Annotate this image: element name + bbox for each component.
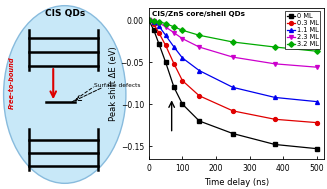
1.1 ML [157,25,161,27]
2.3 ML [147,19,151,21]
0 ML [181,103,184,105]
2.3 ML [273,63,277,65]
2.3 ML [164,26,167,28]
0.3 ML [164,44,167,46]
Line: 3.2 ML: 3.2 ML [147,18,319,53]
2.3 ML [315,66,319,68]
1.1 ML [197,69,201,72]
0 ML [147,19,151,21]
0.3 ML [157,32,161,34]
0.3 ML [231,110,235,112]
3.2 ML [172,26,176,28]
1.1 ML [273,96,277,99]
Ellipse shape [4,6,126,183]
Y-axis label: Peak shift ΔE (eV): Peak shift ΔE (eV) [109,46,118,121]
3.2 ML [157,21,161,23]
Text: Surface defects: Surface defects [94,83,140,88]
Line: 0 ML: 0 ML [147,18,319,151]
3.2 ML [164,22,167,25]
Line: 1.1 ML: 1.1 ML [147,18,319,104]
0 ML [197,120,201,122]
X-axis label: Time delay (ns): Time delay (ns) [204,178,269,187]
Text: CIS QDs: CIS QDs [44,9,85,19]
0 ML [157,43,161,45]
0.3 ML [273,118,277,120]
0 ML [152,29,156,31]
2.3 ML [157,22,161,24]
3.2 ML [147,19,151,21]
1.1 ML [147,19,151,21]
0 ML [273,143,277,146]
2.3 ML [152,20,156,22]
0.3 ML [152,23,156,26]
3.2 ML [197,34,201,36]
0.3 ML [181,80,184,82]
1.1 ML [152,21,156,23]
Text: CIS/ZnS core/shell QDs: CIS/ZnS core/shell QDs [152,11,245,17]
2.3 ML [172,32,176,34]
2.3 ML [231,56,235,58]
Text: Free-to-bound: Free-to-bound [9,57,14,109]
3.2 ML [273,46,277,48]
1.1 ML [164,34,167,36]
0.3 ML [172,63,176,65]
Legend: 0 ML, 0.3 ML, 1.1 ML, 2.3 ML, 3.2 ML: 0 ML, 0.3 ML, 1.1 ML, 2.3 ML, 3.2 ML [284,11,320,49]
1.1 ML [315,101,319,103]
1.1 ML [172,46,176,48]
3.2 ML [152,20,156,22]
3.2 ML [231,41,235,43]
1.1 ML [231,86,235,88]
0 ML [164,61,167,63]
Line: 2.3 ML: 2.3 ML [147,18,319,69]
0.3 ML [147,19,151,21]
0 ML [315,148,319,150]
0 ML [172,86,176,88]
2.3 ML [181,37,184,40]
3.2 ML [181,29,184,31]
0 ML [231,132,235,135]
0.3 ML [197,95,201,97]
3.2 ML [315,50,319,52]
0.3 ML [315,122,319,124]
Line: 0.3 ML: 0.3 ML [147,18,319,125]
1.1 ML [181,57,184,59]
2.3 ML [197,46,201,48]
